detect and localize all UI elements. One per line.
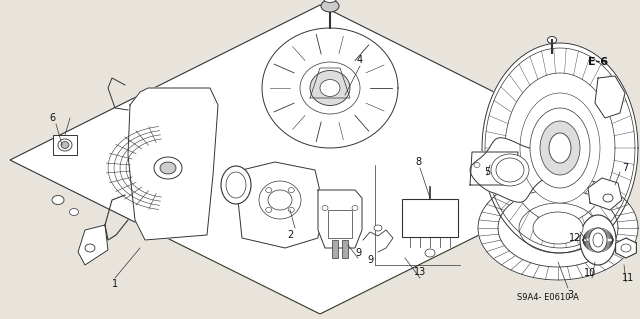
Text: 9: 9	[355, 248, 361, 258]
Ellipse shape	[226, 172, 246, 198]
Polygon shape	[262, 28, 398, 148]
Text: S9A4- E0610 A: S9A4- E0610 A	[517, 293, 579, 302]
Text: 3: 3	[567, 290, 573, 300]
Ellipse shape	[52, 196, 64, 204]
Ellipse shape	[580, 215, 616, 265]
Text: 7: 7	[622, 163, 628, 173]
Text: 1: 1	[112, 279, 118, 289]
Ellipse shape	[221, 166, 251, 204]
Ellipse shape	[259, 181, 301, 219]
Ellipse shape	[321, 0, 339, 12]
Ellipse shape	[70, 209, 79, 216]
Ellipse shape	[374, 225, 382, 231]
Text: 5: 5	[484, 167, 490, 177]
Ellipse shape	[520, 93, 600, 203]
Bar	[328, 210, 352, 238]
Ellipse shape	[530, 108, 590, 188]
Text: 2: 2	[287, 230, 293, 240]
Text: 11: 11	[622, 273, 634, 283]
Text: 4: 4	[357, 55, 363, 65]
Polygon shape	[482, 43, 638, 253]
Ellipse shape	[320, 79, 340, 97]
Ellipse shape	[549, 133, 571, 163]
Ellipse shape	[589, 228, 607, 252]
Polygon shape	[470, 152, 518, 185]
Ellipse shape	[547, 36, 557, 43]
Ellipse shape	[58, 139, 72, 151]
Polygon shape	[478, 176, 638, 280]
Text: 6: 6	[49, 113, 55, 123]
Ellipse shape	[310, 70, 350, 106]
Ellipse shape	[496, 158, 524, 182]
Ellipse shape	[300, 62, 360, 114]
Ellipse shape	[154, 157, 182, 179]
Bar	[332, 240, 338, 258]
Polygon shape	[616, 238, 636, 258]
Polygon shape	[238, 162, 322, 248]
Text: E-6: E-6	[588, 57, 608, 67]
Ellipse shape	[491, 154, 529, 186]
Text: 13: 13	[414, 267, 426, 277]
Bar	[342, 240, 348, 258]
Ellipse shape	[160, 162, 176, 174]
Ellipse shape	[61, 142, 69, 149]
Ellipse shape	[323, 0, 337, 3]
Polygon shape	[595, 76, 625, 118]
Bar	[402, 199, 458, 237]
Polygon shape	[485, 48, 635, 248]
Text: 8: 8	[415, 157, 421, 167]
Ellipse shape	[533, 212, 583, 244]
Polygon shape	[128, 88, 218, 240]
Polygon shape	[10, 5, 630, 314]
Bar	[53, 135, 77, 155]
Polygon shape	[78, 225, 108, 265]
Text: 12: 12	[569, 233, 581, 243]
Polygon shape	[310, 68, 350, 98]
Ellipse shape	[425, 249, 435, 257]
Ellipse shape	[540, 121, 580, 175]
Polygon shape	[318, 190, 362, 248]
Polygon shape	[588, 178, 622, 210]
Text: 10: 10	[584, 268, 596, 278]
Polygon shape	[470, 138, 550, 202]
Text: 9: 9	[367, 255, 373, 265]
